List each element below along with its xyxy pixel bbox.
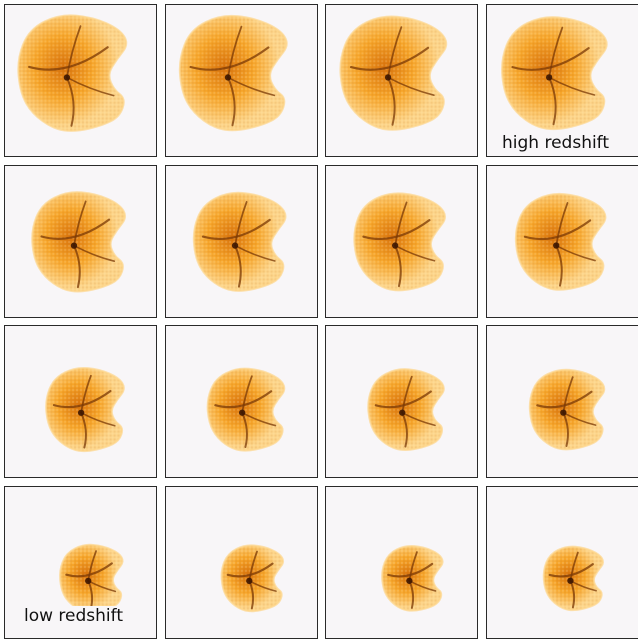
filament: [349, 46, 430, 71]
filament: [234, 244, 276, 262]
halo-image: [381, 545, 444, 612]
filament: [548, 76, 596, 96]
simulation-panel: [165, 165, 318, 318]
simulation-panel: [325, 4, 478, 157]
filament: [241, 375, 253, 414]
filament: [73, 244, 116, 262]
filament: [562, 376, 574, 414]
simulation-panel: low redshift: [4, 486, 157, 639]
filament: [227, 76, 276, 97]
halo-core: [545, 74, 553, 81]
halo-image: [17, 14, 128, 132]
filament: [65, 76, 75, 127]
simulation-panel: [4, 4, 157, 157]
filament: [73, 244, 81, 289]
filament: [555, 202, 569, 247]
filament: [28, 46, 109, 71]
halo-image: [31, 191, 126, 293]
filament: [201, 218, 271, 240]
halo-image: [542, 545, 605, 612]
halo-core: [384, 74, 392, 81]
filament: [66, 25, 82, 79]
filament: [548, 76, 557, 126]
filament: [226, 76, 236, 127]
filament: [394, 201, 408, 247]
halo-core: [77, 409, 85, 416]
halo-core: [70, 242, 78, 249]
halo-image: [514, 192, 607, 291]
halo-core: [231, 242, 239, 249]
filament: [73, 200, 87, 247]
simulation-panel: [165, 4, 318, 157]
halo-core: [560, 409, 567, 416]
halo-core: [553, 242, 560, 249]
simulation-panel: high redshift: [486, 4, 638, 157]
halo-core: [406, 577, 413, 584]
halo-image: [206, 367, 286, 452]
filament: [234, 201, 248, 247]
halo-image: [45, 366, 125, 453]
filament: [362, 219, 431, 241]
filament: [548, 26, 564, 79]
filament: [555, 244, 596, 262]
halo-core: [63, 74, 71, 81]
halo-core: [85, 577, 92, 585]
halo-image: [192, 191, 287, 292]
simulation-panel: [486, 486, 638, 639]
halo-image: [220, 544, 285, 613]
halo-core: [567, 577, 574, 584]
filament: [234, 244, 242, 288]
simulation-panel: [486, 165, 638, 318]
halo-core: [224, 74, 232, 81]
halo-core: [399, 409, 406, 416]
halo-image: [367, 368, 445, 452]
simulation-panel: [4, 325, 157, 478]
simulation-panel: [165, 325, 318, 478]
halo-image: [59, 543, 124, 613]
simulation-panel: [165, 486, 318, 639]
halo-core: [391, 242, 399, 249]
simulation-panel: [486, 325, 638, 478]
filament: [401, 375, 413, 414]
halo-image: [528, 368, 606, 451]
halo-image: [353, 192, 446, 292]
filament: [387, 76, 435, 96]
halo-image: [178, 14, 288, 132]
filament: [66, 76, 115, 97]
filament: [394, 244, 436, 262]
filament: [189, 46, 270, 71]
low-redshift-label: low redshift: [22, 606, 126, 626]
filament: [523, 219, 592, 241]
halo-image: [339, 15, 448, 131]
simulation-panel: [4, 165, 157, 318]
halo-image: [501, 16, 608, 131]
filament: [387, 26, 403, 79]
filament: [80, 374, 92, 414]
filament: [555, 244, 563, 287]
filament: [394, 244, 402, 288]
high-redshift-label: high redshift: [500, 133, 612, 153]
filament: [511, 47, 590, 71]
simulation-panel: [325, 486, 478, 639]
filament: [40, 218, 111, 240]
halo-core: [239, 409, 246, 416]
simulation-panel: [325, 325, 478, 478]
halo-core: [246, 577, 253, 584]
filament: [387, 76, 396, 126]
simulation-panel: [325, 165, 478, 318]
filament: [227, 25, 243, 79]
